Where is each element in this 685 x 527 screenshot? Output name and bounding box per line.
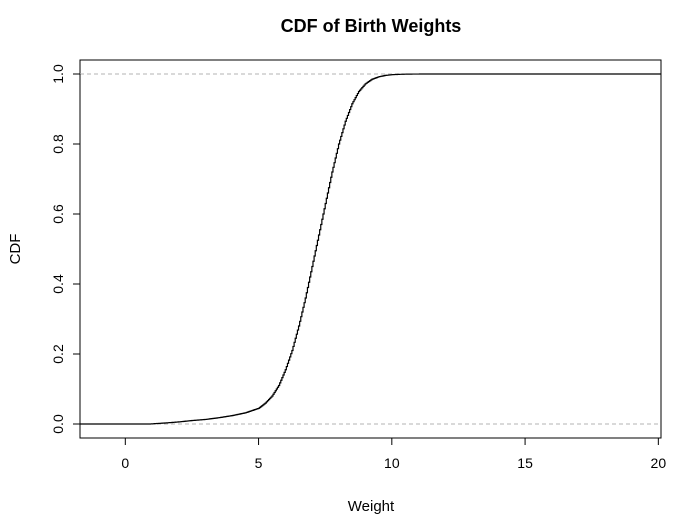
y-tick-label-4: 0.8 — [50, 134, 66, 154]
x-tick-label-0: 0 — [121, 455, 129, 471]
reference-lines — [80, 73, 661, 425]
y-axis-label: CDF — [7, 234, 24, 265]
y-axis: 0.0 0.2 0.4 0.6 0.8 1.0 — [50, 64, 81, 434]
y-tick-label-2: 0.4 — [50, 274, 66, 294]
x-tick-label-1: 5 — [255, 455, 263, 471]
y-tick-label-5: 1.0 — [50, 64, 66, 84]
x-tick-label-3: 15 — [517, 455, 533, 471]
y-tick-label-0: 0.0 — [50, 414, 66, 434]
y-tick-label-3: 0.6 — [50, 204, 66, 224]
cdf-step-line-0 — [80, 73, 661, 425]
plot-frame — [79, 59, 662, 439]
x-axis: 0 5 10 15 20 — [121, 437, 667, 471]
x-tick-label-4: 20 — [651, 455, 667, 471]
x-axis-label: Weight — [348, 498, 395, 515]
cdf-series — [80, 73, 661, 425]
x-tick-label-2: 10 — [384, 455, 400, 471]
y-tick-label-1: 0.2 — [50, 344, 66, 364]
chart-title: CDF of Birth Weights — [281, 16, 462, 36]
